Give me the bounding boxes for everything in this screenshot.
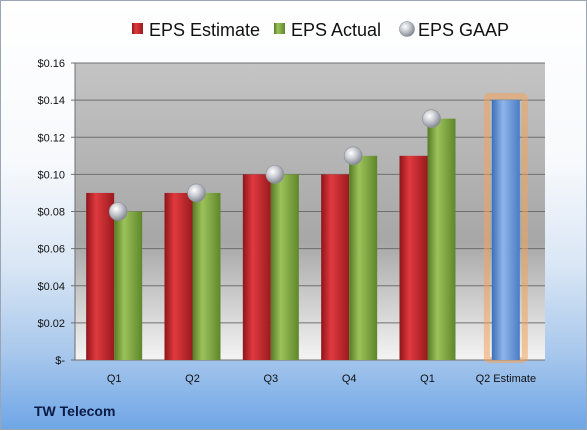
chart-legend: EPS Estimate EPS Actual EPS GAAP: [132, 20, 509, 40]
eps-estimate-next-bar: [491, 100, 520, 360]
company-name: TW Telecom: [34, 403, 116, 419]
eps-estimate-bar: [164, 192, 193, 360]
eps-actual-bar: [192, 192, 221, 360]
legend-label: EPS GAAP: [418, 20, 509, 40]
eps-actual-bar: [349, 155, 378, 360]
eps-estimate-bar: [242, 174, 271, 360]
eps-estimate-bar: [86, 192, 115, 360]
eps-actual-bar: [270, 174, 299, 360]
legend-swatch: [132, 23, 143, 34]
eps-gaap-point: [108, 202, 128, 221]
eps-gaap-point: [265, 165, 285, 184]
legend-swatch: [399, 21, 415, 37]
eps-actual-bar: [114, 211, 143, 360]
x-tick-label: Q2: [185, 373, 200, 385]
legend-label: EPS Actual: [291, 20, 381, 40]
legend-swatch: [274, 23, 285, 34]
legend-item-3: EPS GAAP: [399, 20, 509, 40]
eps-gaap-point: [422, 109, 441, 128]
y-tick-label: $0.16: [37, 58, 65, 70]
y-tick-label: $0.10: [37, 169, 65, 181]
legend-item-1: EPS Estimate: [132, 20, 260, 40]
x-tick-label: Q1: [107, 373, 122, 385]
eps-actual-bar: [427, 118, 456, 360]
eps-gaap-point: [343, 146, 363, 166]
legend-label: EPS Estimate: [149, 20, 260, 40]
y-tick-label: $0.04: [37, 281, 65, 293]
y-tick-label: $0.12: [37, 132, 65, 144]
y-tick-label: $-: [55, 355, 65, 367]
y-tick-label: $0.14: [37, 95, 65, 107]
eps-gaap-point: [187, 183, 206, 203]
legend-item-2: EPS Actual: [274, 20, 381, 40]
eps-estimate-bar: [321, 174, 350, 360]
y-tick-label: $0.08: [37, 207, 65, 219]
x-tick-label: Q3: [263, 373, 278, 385]
x-tick-label: Q2 Estimate: [476, 373, 537, 385]
eps-estimate-bar: [399, 155, 428, 360]
x-tick-label: Q1: [420, 373, 435, 385]
x-tick-label: Q4: [342, 373, 357, 385]
y-tick-label: $0.06: [37, 244, 65, 256]
y-tick-label: $0.02: [37, 318, 65, 330]
plot-area: $- $0.02 $0.04 $0.06 $0.08 $0.10 $0.12 $0.14 $0.…: [37, 58, 545, 385]
